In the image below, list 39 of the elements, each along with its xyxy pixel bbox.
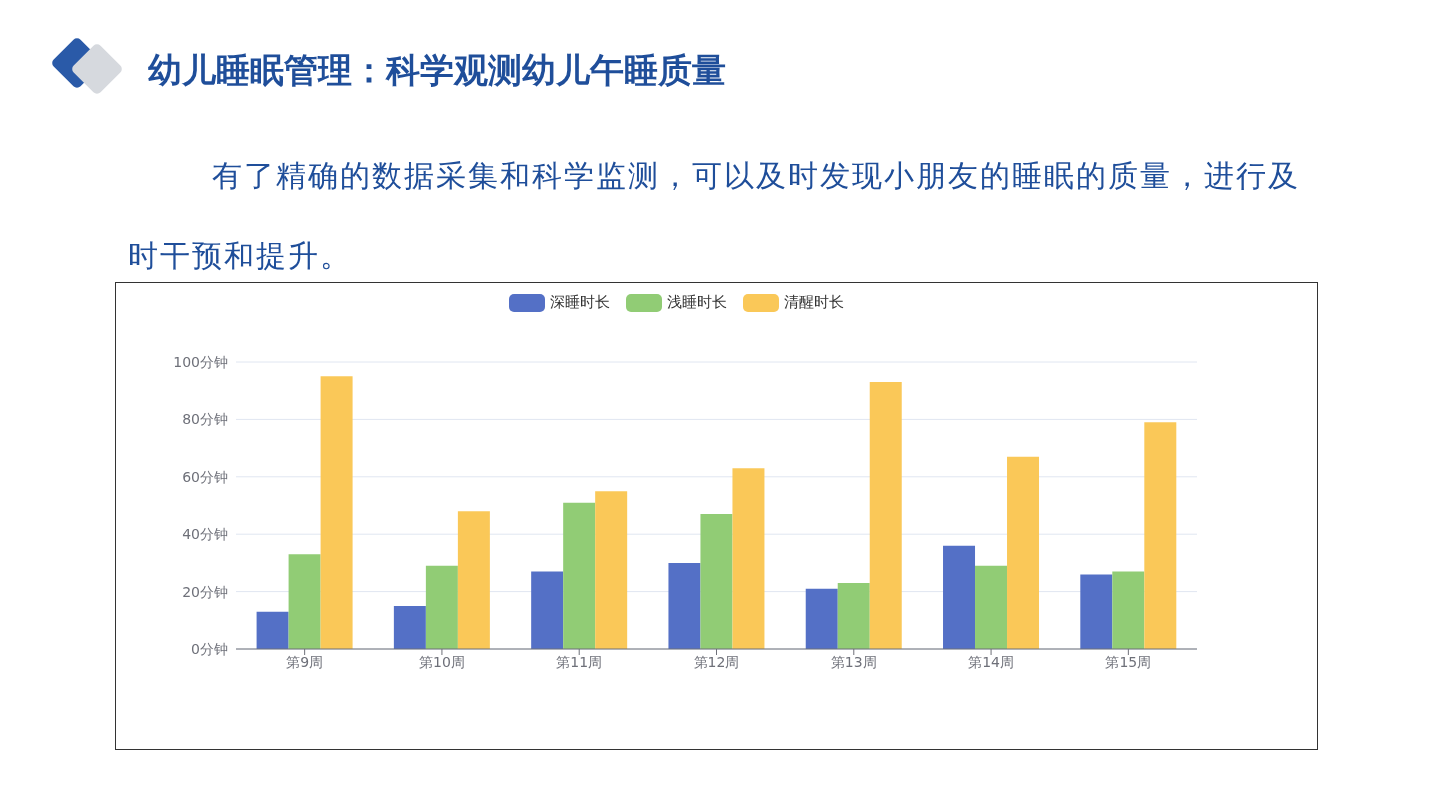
bar — [869, 382, 902, 649]
bar — [1112, 571, 1145, 649]
bar — [943, 545, 976, 649]
bar — [1007, 456, 1040, 649]
bar — [1144, 422, 1177, 649]
bar — [700, 514, 733, 649]
legend-label: 清醒时长 — [784, 293, 844, 312]
x-tick-label: 第12周 — [693, 653, 740, 670]
bar — [256, 611, 289, 649]
bar — [668, 562, 701, 649]
y-tick-label: 100分钟 — [173, 353, 228, 370]
bar — [732, 468, 765, 649]
x-tick-label: 第10周 — [419, 653, 465, 670]
bar — [563, 502, 596, 649]
y-tick-label: 0分钟 — [191, 640, 228, 657]
legend-label: 浅睡时长 — [667, 293, 727, 312]
bar — [595, 491, 628, 649]
x-tick-label: 第11周 — [556, 653, 603, 670]
y-tick-label: 40分钟 — [182, 526, 228, 543]
bar — [288, 554, 321, 649]
x-tick-label: 第14周 — [968, 653, 1014, 670]
bar — [975, 565, 1008, 649]
bar — [1080, 574, 1113, 649]
chart-title: 幼儿睡眠管理：科学观测幼儿午睡质量 — [148, 49, 726, 92]
bar — [320, 376, 353, 649]
y-tick-label: 60分钟 — [182, 468, 228, 485]
bar — [393, 605, 426, 649]
x-tick-label: 第15周 — [1105, 653, 1152, 670]
bar — [425, 565, 458, 649]
x-tick-label: 第13周 — [830, 653, 877, 670]
bar — [531, 571, 564, 649]
y-tick-label: 20分钟 — [182, 583, 228, 600]
text: 有了精确的数据采集和科学监测，可以及时发现小朋友的睡眠的质量，进行及时干预和提升。 — [128, 158, 1300, 273]
bar — [837, 582, 870, 649]
bar — [457, 511, 490, 649]
bar — [805, 588, 838, 649]
y-tick-label: 80分钟 — [182, 411, 228, 428]
x-tick-label: 第9周 — [286, 653, 324, 670]
legend-label: 深睡时长 — [550, 293, 610, 312]
